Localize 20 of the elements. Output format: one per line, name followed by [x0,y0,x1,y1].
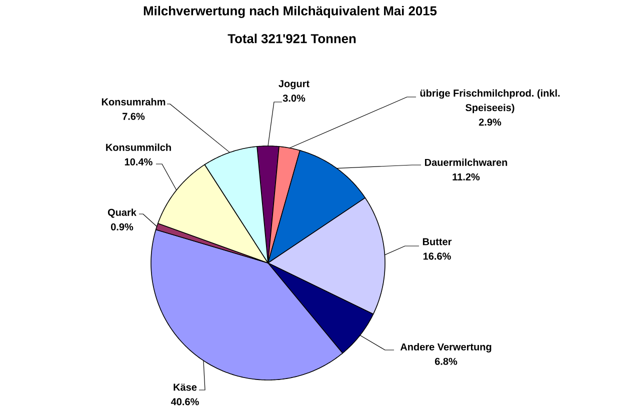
slice-label: Käse [174,384,197,391]
slice-label: Konsumrahm [102,98,166,106]
slice-label: Jogurt [278,80,310,90]
chart-subtitle: Total 321'921 Tonnen [228,34,356,44]
data-label: 10.4% [124,158,152,166]
slice-label: Quark [108,208,136,218]
slice-label: Andere Verwertung [400,343,492,352]
data-label: 40.6% [170,398,199,406]
data-label: 3.0% [282,94,306,102]
data-label: 0.9% [111,223,134,230]
data-label: 6.8% [434,358,458,365]
slice-label: übrige Frischmilchprod. (inkl. Speiseeis) [420,89,560,114]
chart-title: Milchverwertung nach Milchäquivalent Mai 2015 [144,6,437,18]
data-label: 2.9% [478,118,502,126]
data-label: 7.6% [122,112,145,120]
slice-label: Dauermilchwaren [425,158,508,166]
data-label: 16.6% [423,252,451,260]
slice-label: Konsummilch [106,144,171,151]
data-label: 11.2% [452,173,480,180]
slice-label: Butter [422,238,452,246]
